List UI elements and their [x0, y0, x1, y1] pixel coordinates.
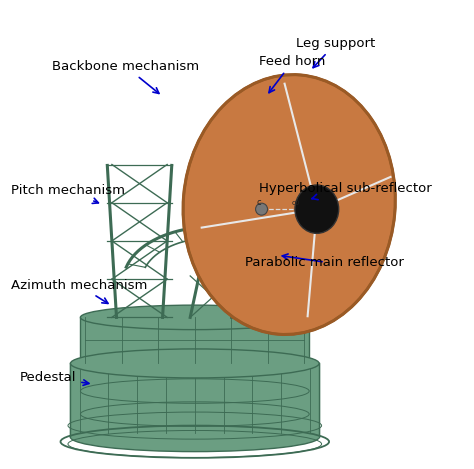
Text: Pedestal: Pedestal [20, 371, 89, 386]
Text: Parabolic main reflector: Parabolic main reflector [246, 254, 404, 269]
Circle shape [255, 203, 267, 215]
Text: Backbone mechanism: Backbone mechanism [52, 60, 199, 93]
Text: Hyperbolical sub-reflector: Hyperbolical sub-reflector [259, 182, 432, 200]
Text: Pitch mechanism: Pitch mechanism [10, 184, 125, 204]
Text: c: c [256, 198, 261, 207]
Ellipse shape [71, 423, 319, 452]
Text: Azimuth mechanism: Azimuth mechanism [10, 279, 147, 303]
Ellipse shape [295, 185, 339, 234]
Text: Leg support: Leg support [296, 37, 375, 68]
Ellipse shape [183, 75, 395, 334]
Ellipse shape [71, 349, 319, 378]
Polygon shape [81, 318, 309, 363]
Ellipse shape [81, 305, 309, 330]
Text: Feed horn: Feed horn [259, 55, 326, 93]
Text: c0: c0 [292, 200, 300, 206]
